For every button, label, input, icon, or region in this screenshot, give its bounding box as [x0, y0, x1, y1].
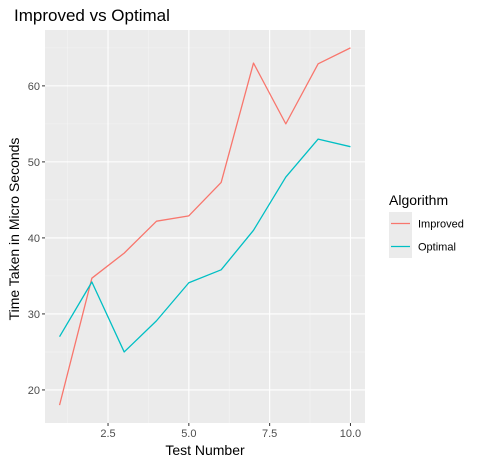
y-tick-label: 40 [28, 233, 40, 245]
legend-item-improved: Improved [389, 212, 464, 235]
legend-label: Optimal [418, 242, 456, 254]
x-tick-label: 10.0 [340, 428, 361, 440]
y-tick-label: 60 [28, 81, 40, 93]
legend-label: Improved [418, 219, 464, 231]
y-axis: 20 30 40 50 60 [28, 81, 45, 397]
x-tick-label: 5.0 [181, 428, 196, 440]
legend: Algorithm Improved Optimal [389, 192, 464, 258]
series-line-optimal [58, 138, 351, 353]
series-lines [58, 47, 351, 406]
y-tick-label: 50 [28, 157, 40, 169]
chart-title: Improved vs Optimal [14, 6, 170, 25]
legend-item-optimal: Optimal [389, 235, 456, 258]
legend-title: Algorithm [389, 192, 448, 208]
major-gridlines [45, 30, 365, 423]
x-axis: 2.5 5.0 7.5 10.0 [100, 423, 361, 440]
x-tick-label: 7.5 [262, 428, 277, 440]
series-line-improved [58, 47, 351, 406]
y-tick-label: 20 [28, 385, 40, 397]
x-axis-title: Test Number [165, 442, 245, 458]
plot-panel [45, 30, 365, 423]
y-axis-title: Time Taken in Micro Seconds [6, 138, 22, 321]
y-tick-label: 30 [28, 309, 40, 321]
legend-items: Improved Optimal [389, 212, 464, 258]
x-tick-label: 2.5 [100, 428, 115, 440]
